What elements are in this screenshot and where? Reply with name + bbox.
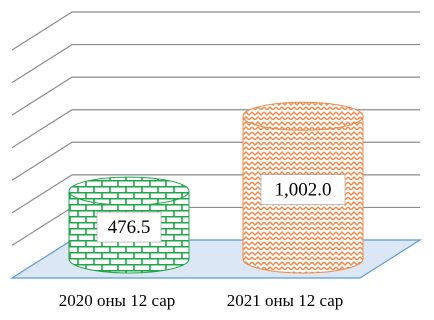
data-label-text: 476.5 <box>108 217 151 238</box>
x-axis-tick-labels: 2020 оны 12 сар 2021 оны 12 сар <box>59 291 344 310</box>
x-tick-label: 2021 оны 12 сар <box>227 291 344 310</box>
data-label-box <box>96 211 162 243</box>
gridline <box>11 76 420 116</box>
data-labels: 476.5 1,002.0 <box>96 174 346 243</box>
data-label: 476.5 <box>96 211 162 243</box>
gridline <box>11 43 420 84</box>
bar-top <box>68 176 190 206</box>
data-label-text: 1,002.0 <box>275 180 332 201</box>
gridline <box>11 11 420 51</box>
data-label-box <box>260 174 346 205</box>
bar-top <box>242 101 364 131</box>
gridlines <box>11 11 420 246</box>
data-label: 1,002.0 <box>260 174 346 205</box>
x-tick-label: 2020 оны 12 сар <box>59 291 176 310</box>
